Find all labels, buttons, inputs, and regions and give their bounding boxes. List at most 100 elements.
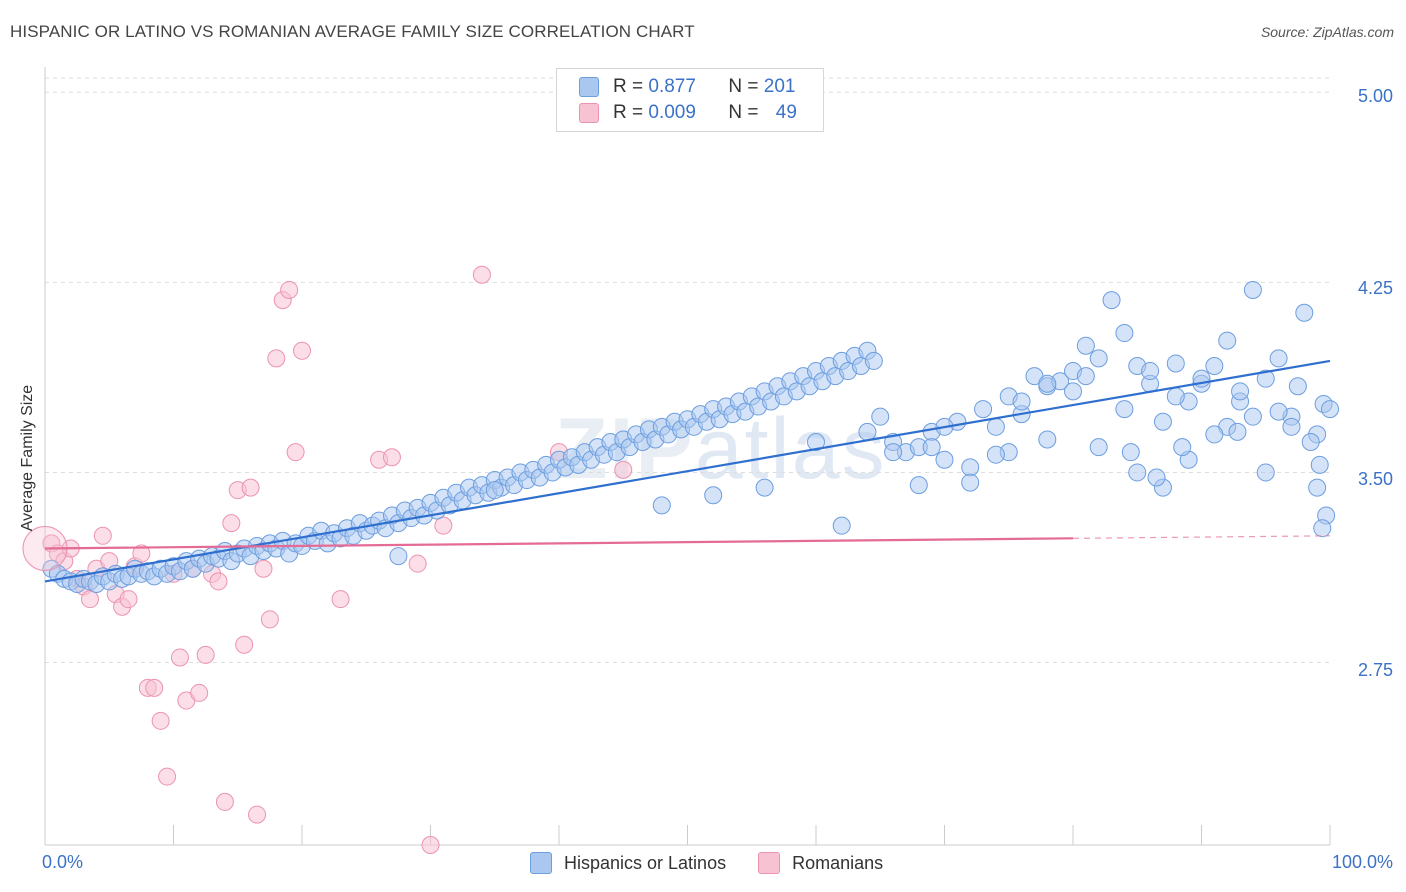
hispanic-point [807, 433, 825, 452]
hispanic-point [1076, 336, 1095, 355]
hispanic-point [1205, 425, 1224, 444]
hispanic-point [1282, 417, 1301, 436]
romanian-point [235, 635, 254, 654]
hispanic-point [1064, 382, 1082, 401]
hispanic-point [389, 547, 408, 566]
series-legend: Hispanics or Latinos Romanians [530, 852, 915, 874]
hispanic-point [1313, 519, 1332, 538]
legend-n-value: 201 [763, 76, 796, 97]
hispanic-point [1301, 433, 1320, 452]
romanian-point [260, 610, 279, 629]
hispanic-point [704, 486, 723, 505]
hispanic-point [1228, 422, 1247, 441]
hispanic-point [1288, 377, 1307, 396]
y-tick-3-50: 3.50 [1357, 469, 1393, 489]
hispanic-point [1076, 367, 1095, 386]
romanian-point [80, 590, 99, 609]
hispanic-point [1153, 412, 1172, 431]
legend-row-romanian: R = 0.009 N = 49 [579, 101, 797, 125]
y-tick-4-25: 4.25 [1357, 278, 1393, 298]
source-label: Source: ZipAtlas.com [1260, 24, 1394, 40]
hispanic-point [1243, 280, 1262, 299]
romanian-point [196, 645, 215, 664]
hispanic-point [1218, 331, 1237, 350]
hispanic-point [871, 407, 890, 426]
romanian-point [472, 265, 491, 284]
y-tick-2-75: 2.75 [1357, 660, 1393, 680]
hispanic-point [1128, 463, 1147, 482]
hispanic-point [935, 450, 954, 469]
y-tick-5-00: 5.00 [1357, 86, 1393, 106]
romanian-point [280, 280, 299, 299]
legend-r-value: 0.009 [648, 102, 696, 123]
romanian-point [93, 526, 112, 545]
hispanic-point [961, 458, 980, 477]
hispanic-point [1038, 374, 1057, 393]
legend-n-label: N = [728, 102, 759, 123]
hispanic-point [1295, 303, 1314, 322]
legend-label-romanians: Romanians [792, 852, 884, 873]
hispanic-point [832, 516, 851, 535]
legend-label-hispanics: Hispanics or Latinos [564, 852, 727, 873]
legend-swatch-pink [579, 103, 599, 123]
romanian-point [209, 572, 228, 591]
romanian-point [241, 478, 260, 497]
romanian-point [222, 514, 241, 533]
hispanic-point [1141, 362, 1160, 381]
chart-title: HISPANIC OR LATINO VS ROMANIAN AVERAGE F… [10, 22, 695, 41]
hispanic-point [986, 417, 1005, 436]
hispanic-point [1038, 430, 1057, 449]
hispanic-point [755, 478, 774, 497]
hispanic-point [1205, 356, 1224, 375]
hispanic-point [1012, 392, 1031, 411]
legend-n-label: N = [728, 76, 759, 97]
hispanic-point [1256, 463, 1275, 482]
hispanic-point [1089, 438, 1108, 457]
romanian-point [254, 559, 273, 578]
legend-item-romanians[interactable]: Romanians [758, 852, 883, 874]
legend-r-value: 0.877 [648, 76, 696, 97]
x-tick-min: 0.0% [42, 852, 84, 872]
legend-r-label: R = [613, 76, 644, 97]
romanian-point [145, 678, 164, 697]
hispanic-point [1115, 324, 1134, 343]
hispanic-point [961, 473, 980, 492]
hispanic-point [485, 481, 504, 500]
romanian-point [382, 448, 401, 467]
stats-legend: R = 0.877 N = 201 R = 0.009 N = 49 [556, 68, 824, 132]
hispanic-point [909, 476, 928, 495]
romanian-trendline [44, 537, 1074, 550]
romanian-point [267, 349, 286, 368]
romanian-point [614, 460, 633, 479]
romanian-point [170, 648, 189, 667]
romanian-point [421, 836, 440, 854]
romanian-trendline-extension [1072, 535, 1331, 539]
romanian-point [248, 805, 267, 824]
hispanic-point [1121, 443, 1140, 462]
romanian-point [434, 516, 453, 535]
hispanic-trendline [44, 359, 1331, 583]
legend-swatch-blue [530, 852, 552, 874]
romanian-point [119, 590, 138, 609]
romanian-point [331, 590, 350, 609]
hispanic-point [1166, 387, 1185, 406]
hispanic-point [1269, 349, 1288, 368]
hispanic-point [1308, 478, 1327, 497]
x-tick-max: 100.0% [1331, 852, 1393, 872]
hispanic-point [884, 443, 903, 462]
hispanic-point [1115, 400, 1134, 419]
hispanic-point [1147, 468, 1166, 487]
legend-r-label: R = [613, 102, 644, 123]
hispanic-point [1269, 402, 1288, 421]
legend-swatch-pink [758, 852, 781, 874]
legend-swatch-blue [579, 77, 599, 97]
hispanic-point [922, 438, 941, 457]
hispanic-point [1166, 354, 1185, 373]
legend-item-hispanics[interactable]: Hispanics or Latinos [530, 852, 726, 874]
romanian-point [158, 767, 177, 786]
hispanic-point [1321, 400, 1339, 419]
hispanic-point [986, 445, 1005, 464]
romanian-point [151, 711, 170, 730]
hispanic-point [1256, 369, 1275, 388]
romanian-point [408, 554, 427, 573]
